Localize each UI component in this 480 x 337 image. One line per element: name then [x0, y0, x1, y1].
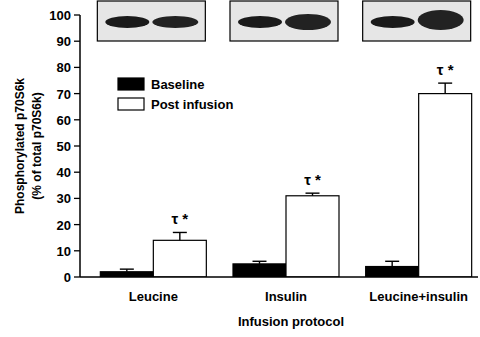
y-tick — [74, 93, 80, 94]
y-tick — [74, 14, 80, 15]
y-tick — [74, 198, 80, 199]
x-tick-label: Leucine+insulin — [369, 289, 468, 304]
legend-swatch — [118, 98, 144, 110]
y-tick-label: 60 — [57, 113, 71, 128]
error-cap — [120, 268, 134, 269]
y-tick-label: 100 — [49, 8, 71, 23]
y-tick — [74, 41, 80, 42]
error-cap — [385, 261, 399, 262]
y-tick-label: 30 — [57, 191, 71, 206]
blot-band — [238, 16, 282, 28]
blot-band — [371, 16, 415, 28]
error-line — [444, 83, 445, 93]
y-axis-label: (% of total p70S6k) — [30, 92, 44, 199]
blot-frame — [363, 1, 471, 41]
blot-band — [152, 16, 198, 28]
y-tick-label: 80 — [57, 60, 71, 75]
plot-marks — [100, 83, 471, 277]
bar — [286, 196, 339, 277]
legend-label: Baseline — [151, 77, 204, 92]
bar — [419, 94, 472, 277]
error-cap — [306, 192, 320, 193]
y-tick-label: 10 — [57, 244, 71, 259]
error-bar — [385, 261, 399, 266]
y-tick-label: 40 — [57, 165, 71, 180]
bar — [366, 267, 419, 277]
error-bar — [173, 232, 187, 240]
legend: Baseline Post infusion — [118, 77, 233, 112]
error-cap — [173, 232, 187, 233]
legend-label: Post infusion — [151, 97, 233, 112]
blot-band — [285, 14, 331, 30]
error-line — [179, 232, 180, 240]
error-line — [391, 261, 392, 266]
bar — [153, 240, 206, 277]
y-tick — [74, 172, 80, 173]
blot-image — [97, 1, 205, 41]
x-axis — [80, 276, 478, 278]
x-tick-label: Leucine — [129, 289, 178, 304]
annotation: τ * — [304, 171, 321, 188]
y-tick — [74, 224, 80, 225]
annotation: τ * — [437, 61, 454, 78]
bar — [233, 264, 286, 277]
y-tick — [74, 119, 80, 120]
error-cap — [253, 261, 267, 262]
blot-band — [418, 10, 464, 30]
blot-frame — [97, 1, 205, 41]
error-bar — [253, 261, 267, 264]
bar — [100, 272, 153, 277]
blot-band — [105, 16, 149, 28]
y-tick — [74, 145, 80, 146]
annotation: τ * — [171, 210, 188, 227]
error-bar — [120, 269, 134, 272]
x-axis-label: Infusion protocol — [238, 314, 344, 329]
y-tick — [74, 67, 80, 68]
legend-swatch — [118, 78, 144, 90]
error-bar — [306, 193, 320, 196]
y-tick-label: 20 — [57, 218, 71, 233]
blot-frame — [230, 1, 338, 41]
chart-root: τ * τ * τ * 0 10 20 30 40 50 60 70 80 90 100 Leucine In… — [0, 0, 480, 337]
blot-image — [230, 1, 338, 41]
blot-image — [363, 1, 471, 41]
y-tick-label: 50 — [57, 139, 71, 154]
y-axis-label: Phosphorylated p70S6k — [13, 78, 27, 214]
y-tick-label: 70 — [57, 87, 71, 102]
error-bar — [438, 83, 452, 93]
y-tick-label: 90 — [57, 34, 71, 49]
y-tick-label: 0 — [64, 270, 71, 285]
error-cap — [438, 82, 452, 83]
chart: τ * τ * τ * 0 10 20 30 40 50 60 70 80 90 100 Leucine In… — [0, 0, 480, 337]
x-tick-label: Insulin — [265, 289, 307, 304]
y-tick — [74, 250, 80, 251]
y-tick — [74, 276, 80, 277]
